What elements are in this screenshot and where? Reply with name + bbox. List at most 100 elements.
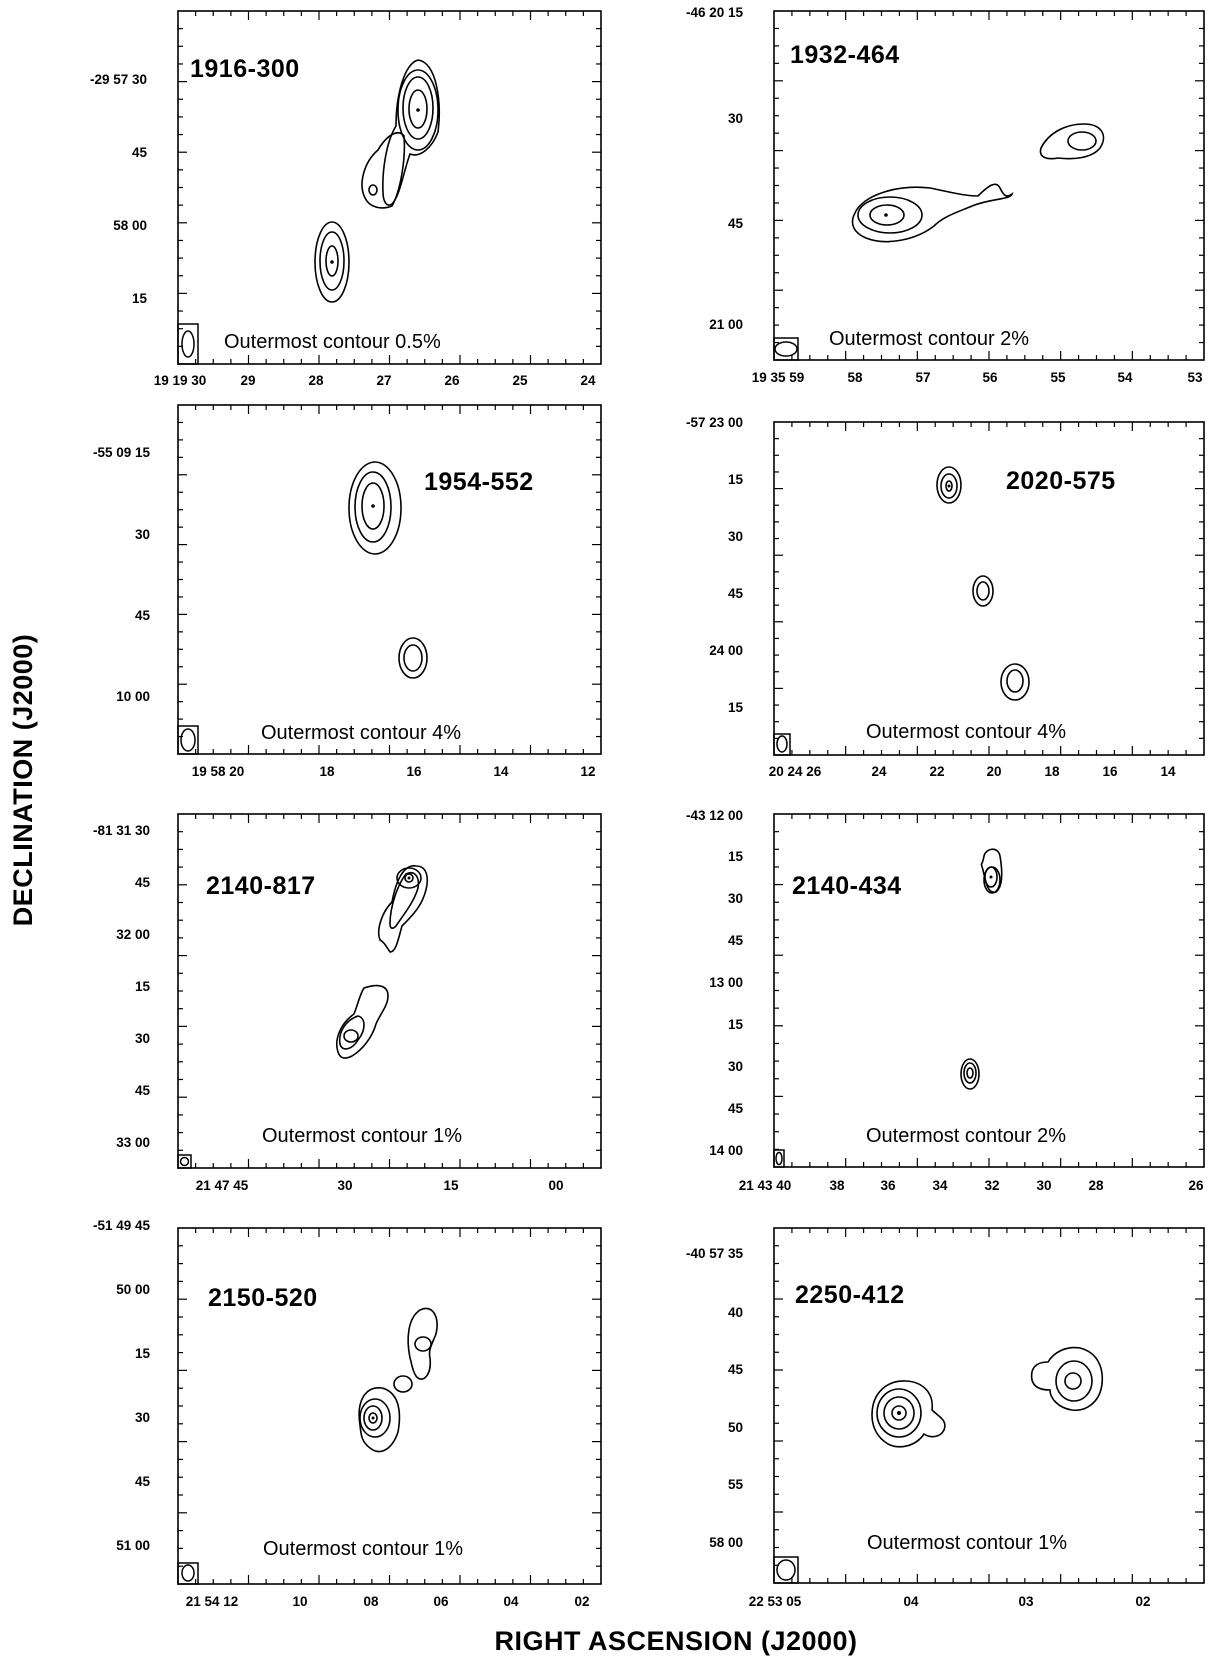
frame-ticks bbox=[774, 422, 1204, 755]
source-contour bbox=[314, 221, 350, 303]
source-name-label: 2150-520 bbox=[208, 1284, 318, 1312]
source-contour bbox=[1064, 1372, 1082, 1390]
panel-1916-300: -29 57 30 45 58 00 15 19 19 30 29 28 27 … bbox=[90, 10, 602, 388]
x-tick-label: 02 bbox=[1135, 1594, 1150, 1609]
y-tick-label: 30 bbox=[135, 1031, 150, 1046]
contours-2150-520 bbox=[358, 1307, 438, 1453]
source-contour bbox=[940, 473, 958, 499]
y-tick-label: 51 00 bbox=[116, 1538, 150, 1553]
x-tick-label: 10 bbox=[292, 1594, 307, 1609]
y-tick-label: 15 bbox=[728, 700, 744, 715]
x-tick-label: 19 58 20 bbox=[192, 764, 245, 779]
x-tick-label: 18 bbox=[1044, 764, 1060, 779]
y-tick-label: 14 00 bbox=[709, 1143, 743, 1158]
y-tick-label: -46 20 15 bbox=[686, 5, 744, 20]
x-tick-label: 54 bbox=[1117, 370, 1133, 385]
frame-ticks bbox=[178, 11, 601, 364]
source-contour bbox=[408, 89, 428, 129]
source-contour bbox=[876, 1388, 922, 1438]
peak-marker bbox=[897, 1411, 901, 1415]
x-tick-label: 20 24 26 bbox=[769, 764, 822, 779]
source-contour bbox=[336, 984, 389, 1059]
x-tick-label: 26 bbox=[444, 373, 460, 388]
frame-ticks bbox=[774, 1228, 1204, 1583]
frame-ticks bbox=[178, 405, 601, 754]
contours-2020-575 bbox=[936, 466, 1030, 701]
source-contour bbox=[966, 1067, 974, 1079]
source-contour bbox=[414, 1336, 432, 1352]
panel-1932-464: -46 20 15 30 45 21 00 19 35 59 58 57 56 … bbox=[686, 5, 1205, 385]
beam-box bbox=[773, 337, 799, 361]
y-tick-label: 15 bbox=[135, 1346, 151, 1361]
source-contour bbox=[358, 1387, 401, 1453]
source-contour bbox=[984, 866, 998, 888]
peak-marker bbox=[371, 1416, 375, 1420]
y-tick-label: 24 00 bbox=[709, 643, 743, 658]
source-contour bbox=[359, 1398, 391, 1438]
frame-ticks bbox=[178, 814, 601, 1168]
y-tick-label: 30 bbox=[728, 891, 743, 906]
peak-marker bbox=[884, 213, 888, 217]
panel-2250-412: -40 57 35 40 45 50 55 58 00 22 53 05 04 … bbox=[686, 1227, 1205, 1609]
y-tick-label: 45 bbox=[135, 875, 151, 890]
x-tick-label: 53 bbox=[1187, 370, 1203, 385]
x-tick-label: 16 bbox=[406, 764, 422, 779]
y-tick-label: 50 bbox=[728, 1420, 743, 1435]
source-contour bbox=[319, 231, 345, 291]
source-contour bbox=[1000, 663, 1030, 701]
source-contour bbox=[1055, 1360, 1093, 1402]
x-tick-label: 24 bbox=[871, 764, 887, 779]
beam-ellipse bbox=[180, 728, 196, 752]
peak-marker bbox=[371, 504, 375, 508]
beam-box bbox=[177, 323, 199, 365]
panel-2140-434: -43 12 00 15 30 45 13 00 15 30 45 14 00 … bbox=[686, 808, 1205, 1193]
x-tick-label: 21 54 12 bbox=[186, 1594, 239, 1609]
panel-2140-817: -81 31 30 45 32 00 15 30 45 33 00 21 47 … bbox=[93, 813, 602, 1193]
right-ascension-axis-title: RIGHT ASCENSION (J2000) bbox=[494, 1626, 857, 1656]
x-tick-label: 12 bbox=[580, 764, 595, 779]
source-contour bbox=[963, 1062, 977, 1084]
source-contour bbox=[363, 1405, 383, 1431]
source-contour bbox=[891, 1405, 907, 1421]
beam-ellipse bbox=[179, 1156, 190, 1167]
x-tick-label: 28 bbox=[1088, 1178, 1104, 1193]
peak-marker bbox=[407, 876, 411, 880]
y-tick-label: 15 bbox=[135, 979, 151, 994]
x-tick-label: 04 bbox=[503, 1594, 519, 1609]
source-contour bbox=[348, 461, 402, 555]
source-contour bbox=[325, 245, 339, 277]
source-contour bbox=[397, 69, 439, 151]
y-tick-label: -81 31 30 bbox=[93, 823, 150, 838]
y-tick-label: 30 bbox=[728, 529, 743, 544]
source-contour bbox=[361, 482, 385, 530]
beam-box bbox=[177, 1154, 192, 1169]
source-contour bbox=[382, 59, 440, 206]
source-name-label: 1932-464 bbox=[790, 41, 900, 69]
x-tick-label: 58 bbox=[847, 370, 863, 385]
y-tick-label: 55 bbox=[728, 1477, 744, 1492]
x-tick-label: 55 bbox=[1050, 370, 1066, 385]
y-tick-label: 45 bbox=[728, 586, 744, 601]
x-tick-label: 38 bbox=[829, 1178, 845, 1193]
x-tick-label: 56 bbox=[982, 370, 998, 385]
x-tick-label: 30 bbox=[1036, 1178, 1051, 1193]
y-tick-label: -43 12 00 bbox=[686, 808, 743, 823]
y-tick-label: 45 bbox=[135, 1474, 151, 1489]
contour-level-note: Outermost contour 1% bbox=[262, 1125, 462, 1147]
source-contour bbox=[407, 1307, 438, 1380]
source-contour bbox=[1067, 131, 1097, 151]
x-tick-label: 18 bbox=[319, 764, 335, 779]
source-name-label: 1954-552 bbox=[424, 468, 534, 496]
source-contour bbox=[389, 872, 420, 929]
source-contour bbox=[960, 1058, 980, 1090]
panel-2020-575: -57 23 00 15 30 45 24 00 15 20 24 26 24 … bbox=[686, 415, 1205, 779]
source-contour bbox=[1030, 1346, 1104, 1411]
x-tick-label: 26 bbox=[1188, 1178, 1204, 1193]
panel-1954-552: -55 09 15 30 45 10 00 19 58 20 18 16 14 … bbox=[93, 404, 602, 779]
source-contour bbox=[857, 196, 923, 234]
source-contour bbox=[393, 1375, 413, 1393]
x-tick-label: 15 bbox=[443, 1178, 459, 1193]
y-tick-label: 21 00 bbox=[709, 317, 743, 332]
source-contour bbox=[1006, 669, 1024, 693]
frame-ticks bbox=[178, 1228, 601, 1584]
